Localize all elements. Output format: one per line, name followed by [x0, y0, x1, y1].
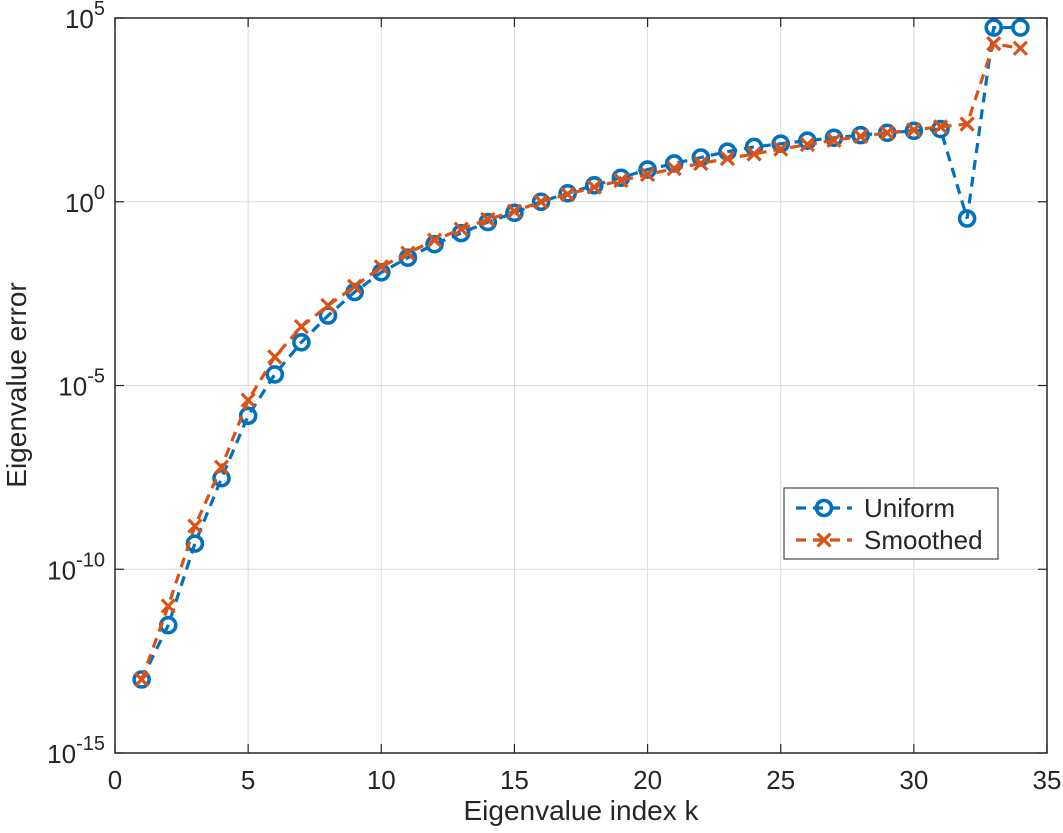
smoothed-data-point [506, 203, 523, 219]
smoothed-data-point [613, 172, 629, 189]
smoothed-data-point [400, 245, 416, 261]
legend-marker-x-icon [816, 532, 832, 548]
legend-label: Uniform [864, 493, 955, 523]
smoothed-data-point [347, 278, 363, 294]
y-tick-label: 100 [65, 182, 105, 218]
smoothed-data-point [666, 160, 682, 177]
x-tick-label: 0 [108, 765, 122, 795]
uniform-data-point [798, 131, 817, 150]
smoothed-data-point [986, 36, 1002, 52]
uniform-data-point [425, 234, 444, 254]
smoothed-data-point [639, 166, 656, 183]
uniform-data-point [1011, 18, 1030, 37]
x-tick-label: 35 [1033, 765, 1062, 795]
ticks: 0 5 10 15 20 25 30 35 10-15 10-10 10-5 100 105 [47, 0, 1061, 795]
smoothed-data-point [267, 349, 283, 365]
smoothed-data-point [879, 125, 895, 141]
smoothed-data-point [932, 119, 949, 135]
y-tick-label: 10-10 [47, 549, 105, 585]
legend-label: Smoothed [864, 525, 983, 555]
smoothed-data-point [826, 132, 842, 148]
smoothed-data-point [293, 318, 310, 335]
smoothed-data-point [160, 598, 176, 614]
legend-item-smoothed: Smoothed [796, 525, 983, 555]
x-tick-label: 25 [766, 765, 795, 795]
x-axis-label: Eigenvalue index k [463, 795, 699, 826]
smoothed-data-point [453, 221, 469, 237]
uniform-data-point [318, 306, 338, 325]
smoothed-data-point [906, 122, 922, 138]
smoothed-data-point [746, 146, 762, 162]
legend-marker-circle-icon [814, 498, 834, 518]
smoothed-data-point [426, 232, 443, 248]
series-smoothed [133, 36, 1029, 688]
smoothed-data-point [373, 259, 389, 275]
smoothed-data-point [586, 179, 602, 195]
uniform-data-point [664, 154, 684, 173]
smoothed-data-point [480, 211, 496, 228]
uniform-data-point [851, 125, 870, 145]
uniform-data-point [904, 121, 924, 141]
y-tick-label: 10-15 [47, 733, 105, 769]
series-layer [132, 18, 1030, 689]
uniform-data-point [265, 365, 285, 384]
legend-item-uniform: Uniform [796, 493, 955, 523]
uniform-data-point [531, 192, 551, 212]
y-tick-label: 10-5 [58, 366, 105, 402]
smoothed-data-point [719, 150, 736, 167]
smoothed-data-point [240, 392, 256, 408]
smoothed-data-point [1012, 40, 1029, 56]
x-tick-label: 5 [241, 765, 255, 795]
uniform-data-point [638, 160, 657, 179]
smoothed-data-point [852, 128, 869, 145]
smoothed-data-point [560, 186, 576, 202]
smoothed-data-point [959, 116, 975, 132]
y-tick-label: 105 [65, 0, 105, 34]
x-tick-label: 10 [367, 765, 396, 795]
x-tick-label: 20 [633, 765, 662, 795]
smoothed-data-point [213, 459, 230, 475]
x-tick-label: 15 [500, 765, 529, 795]
uniform-data-point [505, 203, 524, 223]
uniform-data-point [292, 332, 311, 352]
series-line-smoothed [140, 41, 1021, 681]
uniform-data-point [132, 670, 151, 689]
y-axis-label: Eigenvalue error [1, 282, 32, 487]
uniform-data-point [984, 18, 1004, 37]
smoothed-data-point [773, 141, 789, 157]
smoothed-data-point [187, 518, 203, 534]
smoothed-data-point [533, 194, 549, 210]
uniform-data-point [585, 176, 604, 195]
smoothed-data-point [693, 155, 709, 172]
smoothed-data-point [320, 297, 336, 314]
smoothed-data-point [799, 136, 815, 153]
x-tick-label: 30 [899, 765, 928, 795]
uniform-data-point [957, 209, 977, 228]
smoothed-data-point [133, 671, 150, 688]
